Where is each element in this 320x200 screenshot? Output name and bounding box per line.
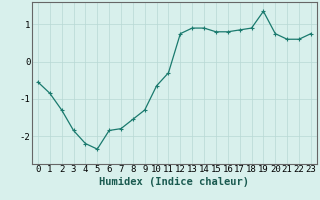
X-axis label: Humidex (Indice chaleur): Humidex (Indice chaleur) — [100, 177, 249, 187]
